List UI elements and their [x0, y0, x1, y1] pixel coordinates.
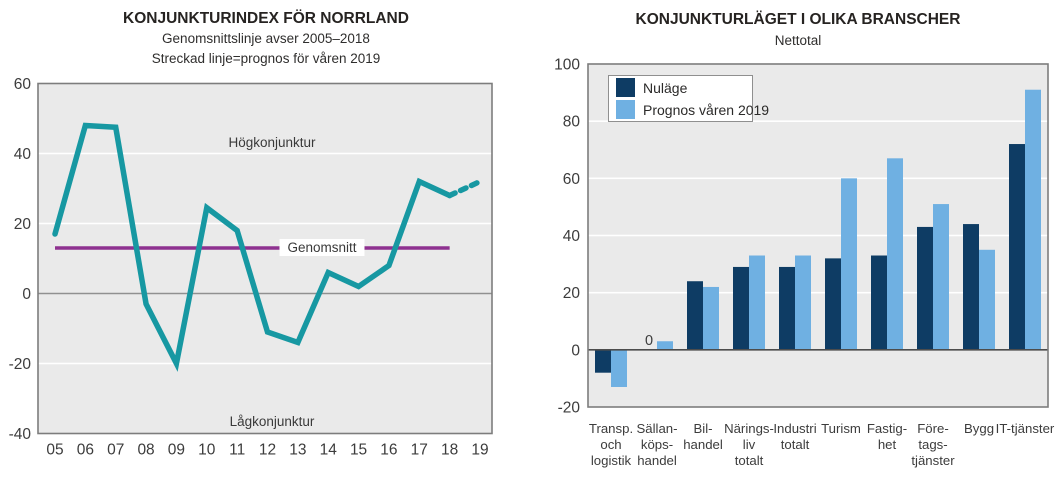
x-tick-label: 17	[411, 442, 428, 459]
plot-area	[38, 83, 492, 434]
bar	[595, 349, 611, 373]
y-tick-label: 80	[563, 114, 581, 131]
y-tick-label: -20	[9, 356, 32, 373]
y-tick-label: 100	[554, 57, 580, 74]
bar-chart-figure: 100 80 60 40 20 0 -20 0 Transp. och logistik Sällan…	[532, 0, 1064, 494]
bar	[887, 158, 903, 350]
bar	[933, 204, 949, 350]
nulage-label: Nuläge	[643, 79, 688, 96]
legend: Nuläge Prognos våren 2019	[608, 75, 769, 122]
category-label: Turism	[821, 421, 861, 436]
line-chart-plot: 60 40 20 0 -20 -40 05 06 07 08 09 10 11 12 13 14 15 16 17 1…	[9, 76, 493, 459]
y-tick-label: 0	[571, 342, 580, 359]
x-tick-label: 12	[259, 442, 276, 459]
bar	[963, 224, 979, 350]
y-tick-label: 20	[14, 216, 32, 233]
bar-chart-subtitle: Nettotal	[774, 33, 822, 48]
category-label: Bygg	[964, 421, 994, 436]
category-label: Närings-liv totalt	[724, 421, 774, 468]
high-conjuncture-label: Högkonjunktur	[228, 135, 316, 150]
y-tick-label: 60	[14, 76, 32, 93]
x-tick-label: 05	[46, 442, 63, 459]
line-chart-subtitle-2: Streckad linje=prognos för våren 2019	[151, 51, 381, 66]
y-tick-label: 60	[563, 171, 581, 188]
y-tick-label: 40	[563, 228, 581, 245]
y-tick-label: 20	[563, 285, 581, 302]
bar	[687, 281, 703, 350]
bar	[979, 249, 995, 350]
x-tick-label: 13	[289, 442, 306, 459]
plot-border	[587, 63, 1049, 408]
x-tick-label: 18	[441, 442, 458, 459]
bar	[657, 341, 673, 350]
prognos-swatch	[616, 100, 635, 119]
bar	[841, 178, 857, 350]
bar	[611, 349, 627, 387]
x-tick-label: 10	[198, 442, 216, 459]
bar	[749, 255, 765, 350]
category-label: Före-tags-tjänster	[911, 421, 955, 468]
legend-row-nulage: Nuläge	[616, 78, 752, 97]
y-tick-label: 0	[22, 286, 31, 303]
x-tick-label: 14	[320, 442, 338, 459]
category-label: Fastig-het	[867, 421, 907, 452]
x-tick-label: 15	[350, 442, 367, 459]
bar	[703, 286, 719, 350]
category-label: Sällan-köps-handel	[636, 421, 677, 468]
bar	[825, 258, 841, 350]
line-chart-title: KONJUNKTURINDEX FÖR NORRLAND	[123, 10, 409, 27]
bar	[779, 266, 795, 350]
zero-data-label: 0	[645, 333, 653, 349]
index-line-forecast-dashed	[446, 178, 483, 199]
x-tick-label: 06	[77, 442, 94, 459]
bar	[917, 226, 933, 350]
y-tick-label: -40	[9, 426, 32, 443]
nulage-swatch	[616, 78, 635, 97]
category-label: IT-tjänster	[996, 421, 1055, 436]
category-label: Bil-handel	[683, 421, 723, 452]
x-tick-label: 07	[107, 442, 124, 459]
plot-border	[37, 82, 493, 435]
bar	[1025, 89, 1041, 350]
bar	[733, 266, 749, 350]
y-tick-label: -20	[558, 400, 581, 417]
bar	[795, 255, 811, 350]
bar-chart-title: KONJUNKTURLÄGET I OLIKA BRANSCHER	[635, 11, 961, 28]
index-line-solid	[52, 122, 453, 372]
line-chart-subtitle-1: Genomsnittslinje avser 2005–2018	[162, 31, 370, 46]
line-chart-figure: 60 40 20 0 -20 -40 05 06 07 08 09 10 11 12 13 14 15 16 17 1…	[9, 10, 493, 459]
prognos-label: Prognos våren 2019	[643, 101, 770, 118]
category-label: Transp. och logistik	[589, 421, 633, 468]
x-tick-label: 08	[137, 442, 154, 459]
average-line-label: Genomsnitt	[279, 239, 365, 256]
y-tick-label: 40	[14, 146, 32, 163]
x-tick-label: 19	[471, 442, 488, 459]
legend-row-prognos: Prognos våren 2019	[616, 100, 769, 119]
x-tick-label: 16	[380, 442, 397, 459]
category-label: Industri totalt	[773, 421, 816, 452]
bar	[871, 255, 887, 350]
x-tick-label: 09	[168, 442, 185, 459]
bar	[1009, 144, 1025, 350]
x-tick-label: 11	[229, 442, 245, 459]
low-conjuncture-label: Lågkonjunktur	[229, 414, 315, 429]
